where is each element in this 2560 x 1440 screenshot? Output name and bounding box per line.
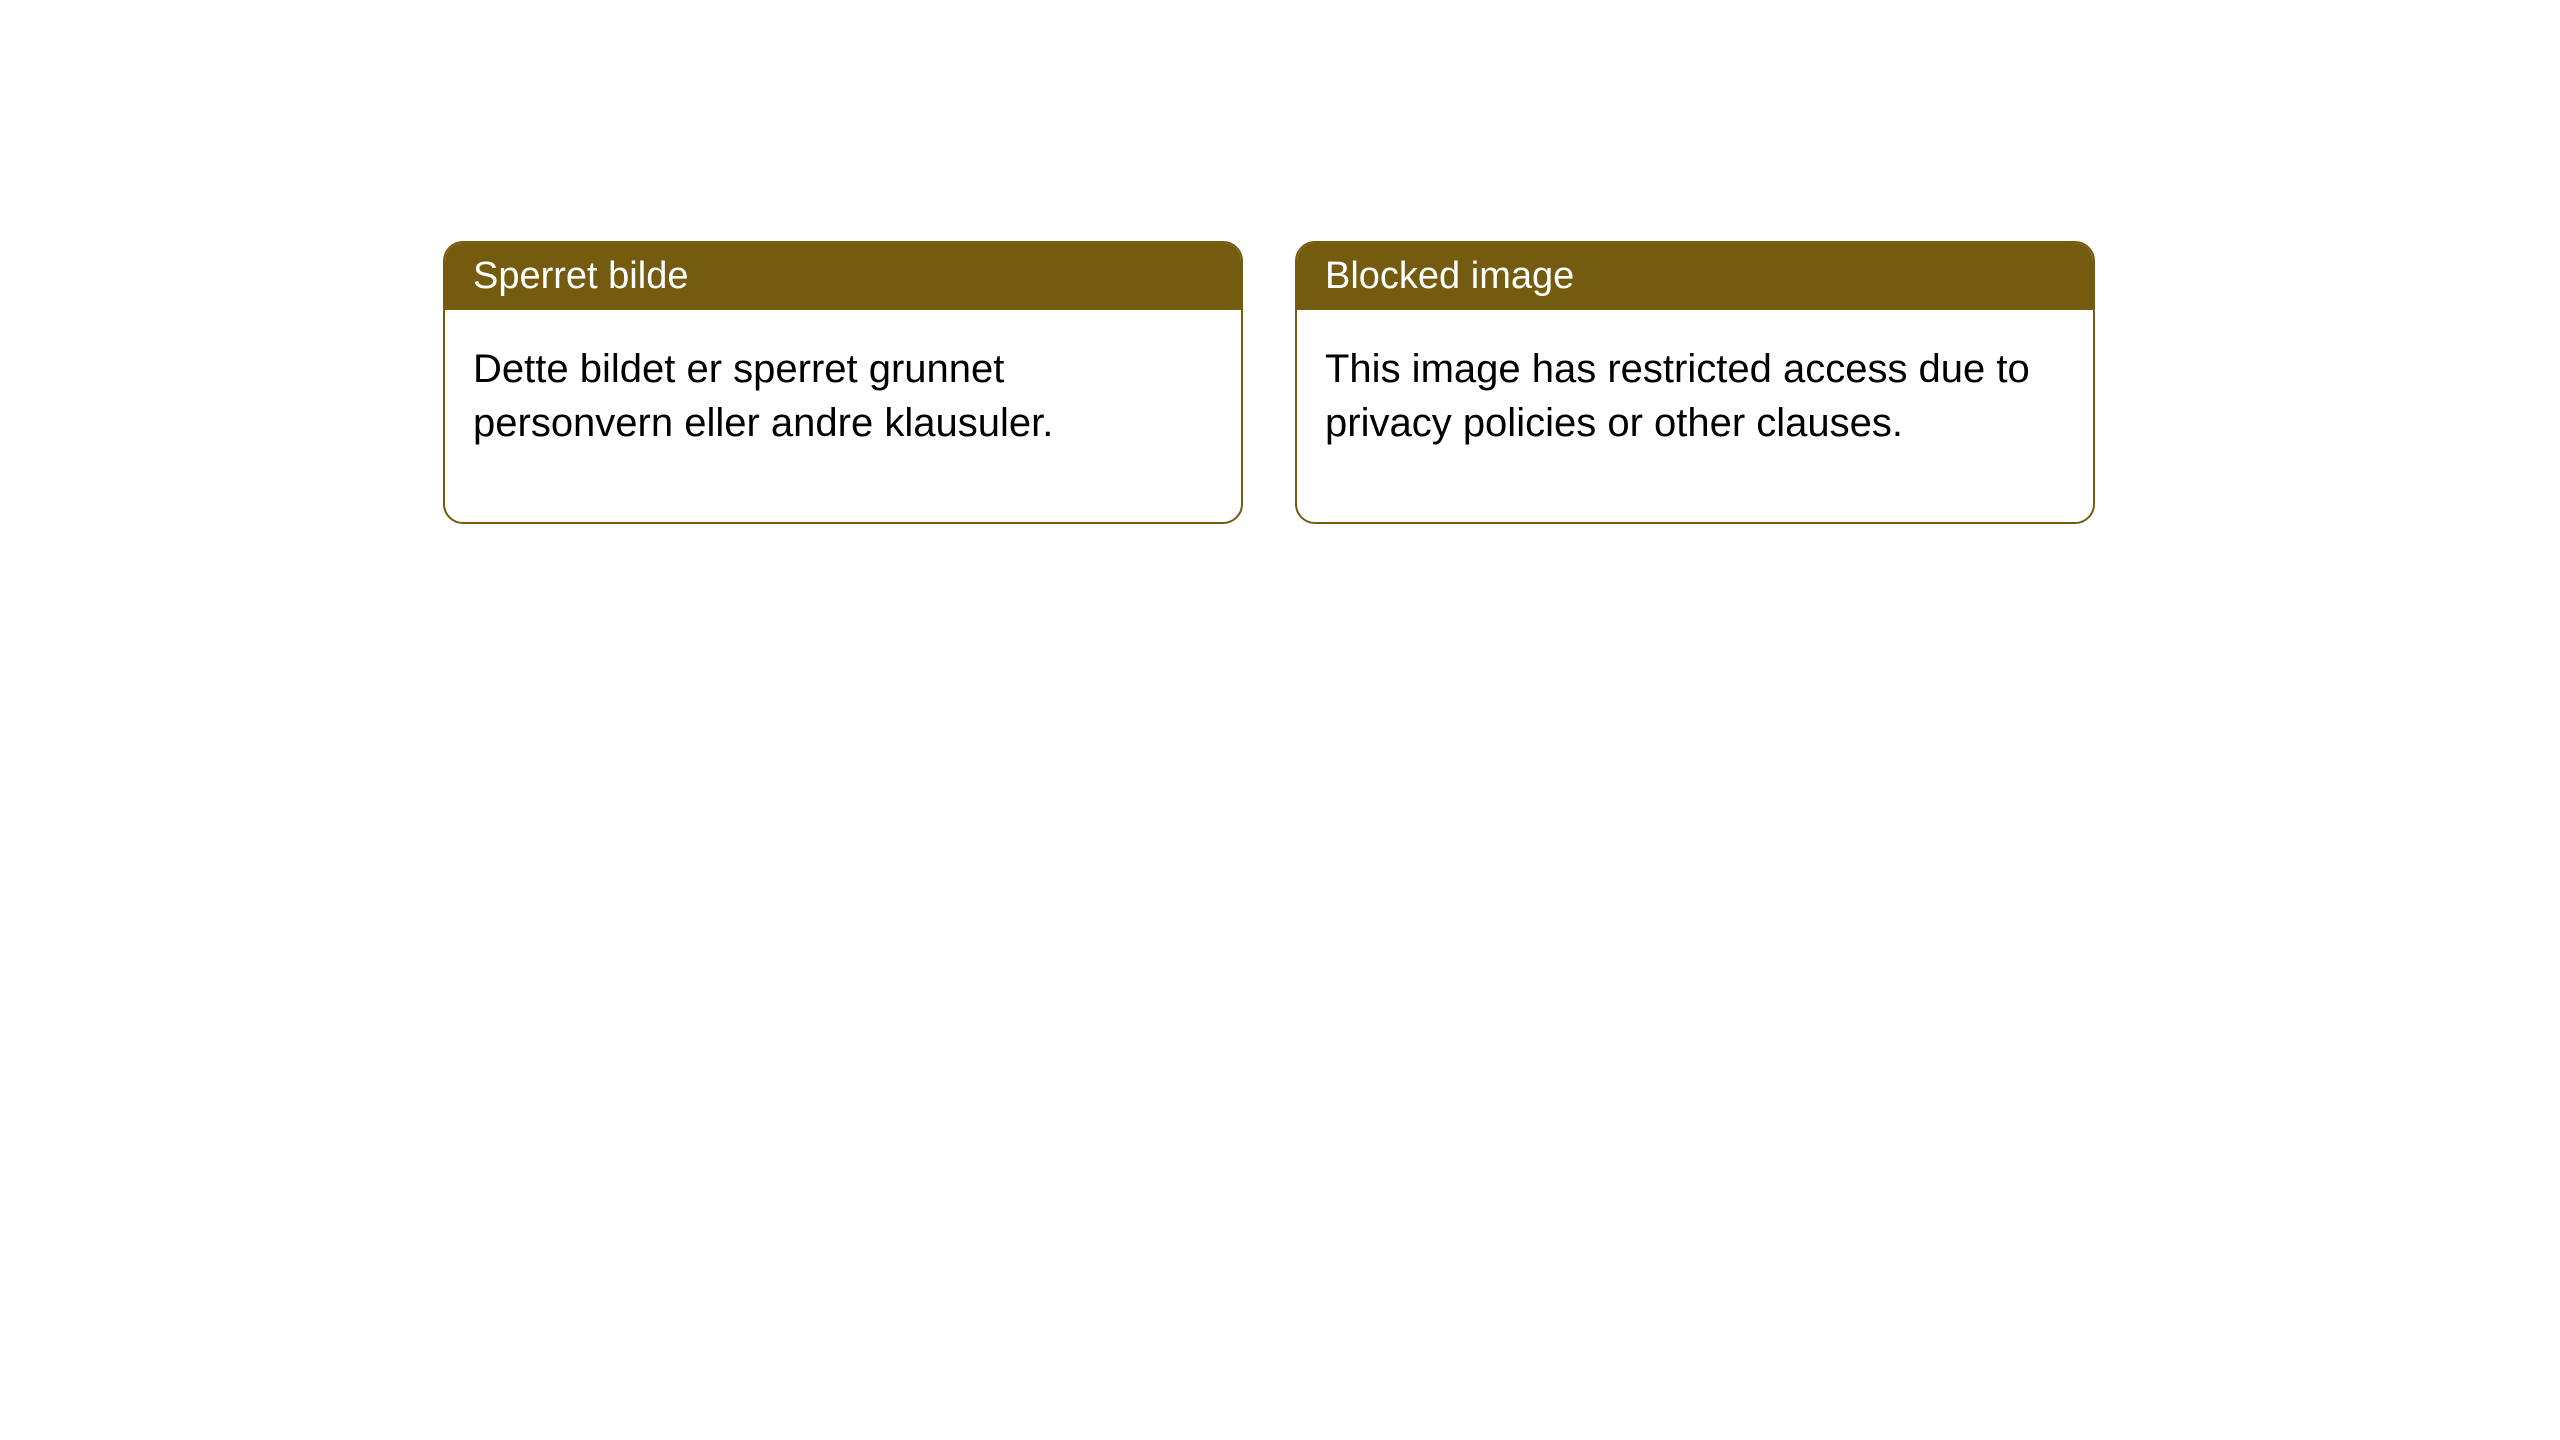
card-body-text: This image has restricted access due to … [1325,347,2030,445]
card-norwegian: Sperret bilde Dette bildet er sperret gr… [443,241,1243,524]
card-title: Sperret bilde [473,255,688,297]
card-body: Dette bildet er sperret grunnet personve… [445,310,1241,522]
card-english: Blocked image This image has restricted … [1295,241,2095,524]
card-body: This image has restricted access due to … [1297,310,2093,522]
card-header: Blocked image [1297,243,2093,310]
cards-container: Sperret bilde Dette bildet er sperret gr… [443,241,2095,524]
card-title: Blocked image [1325,255,1574,297]
card-body-text: Dette bildet er sperret grunnet personve… [473,347,1053,445]
card-header: Sperret bilde [445,243,1241,310]
